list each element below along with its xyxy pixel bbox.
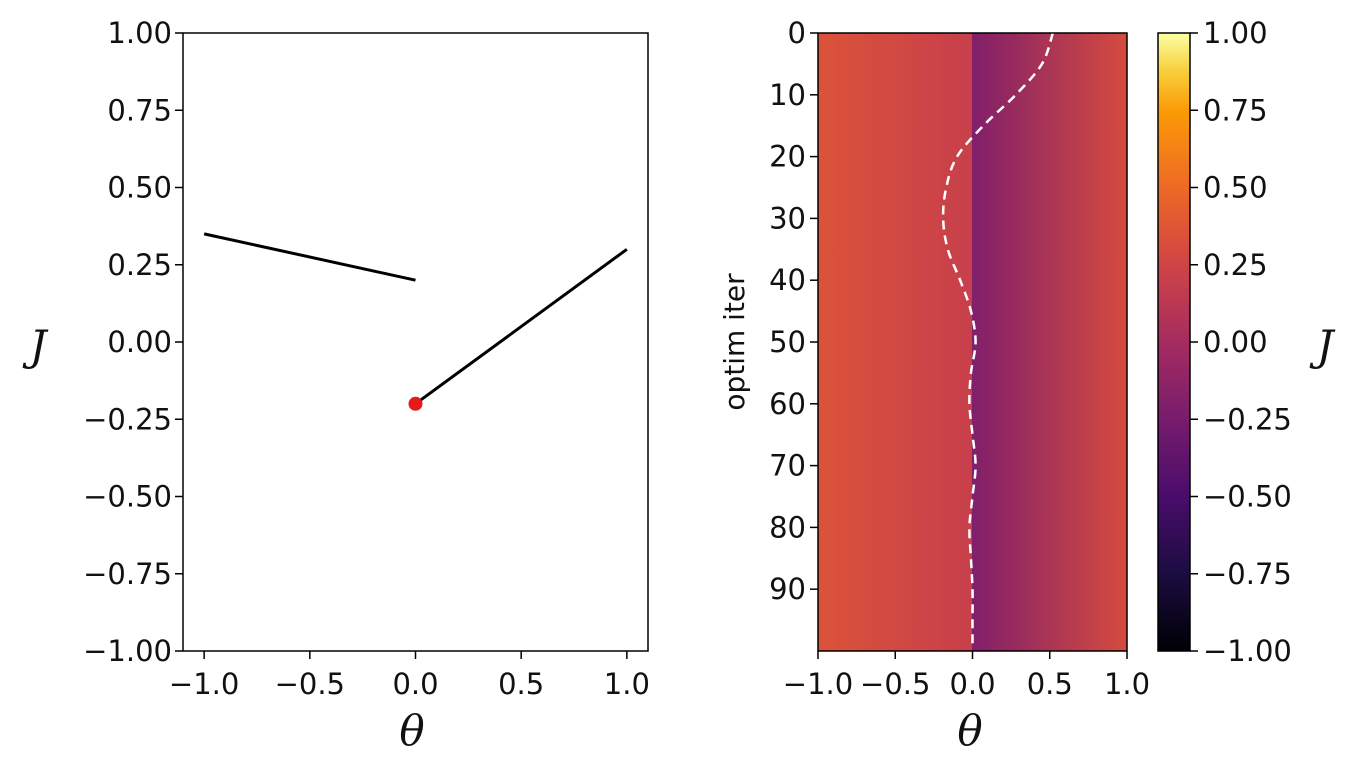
y-tick-label: 40 xyxy=(769,263,806,297)
line-series-1 xyxy=(203,232,416,282)
colorbar-ticks: −1.00 −0.75 −0.50 −0.25 0.00 0.25 0.50 0.75 1.00 xyxy=(1190,16,1292,668)
heatmap-y-ticks: 0 10 20 30 40 50 60 70 80 90 xyxy=(769,16,818,606)
heatmap-region-right xyxy=(972,33,1127,651)
y-tick-label: 10 xyxy=(769,78,806,112)
y-tick-label: 1.00 xyxy=(107,16,172,50)
y-tick-label: 30 xyxy=(769,201,806,235)
x-tick-label: 0.5 xyxy=(498,667,544,701)
y-tick-label: 50 xyxy=(769,325,806,359)
y-tick-label: 0.00 xyxy=(107,325,172,359)
y-tick-label: 20 xyxy=(769,140,806,174)
line-series-2 xyxy=(414,248,628,406)
y-tick-label: 70 xyxy=(769,449,806,483)
x-tick-label: −1.0 xyxy=(783,667,853,701)
colorbar-tick-label: 1.00 xyxy=(1203,16,1268,50)
x-tick-label: 0.0 xyxy=(392,667,438,701)
line-plot-axes-frame xyxy=(182,32,649,652)
line-plot-panel: −1.0 −0.5 0.0 0.5 1.0 −1.00 −0.75 −0.50 −0.25 0.… xyxy=(22,16,650,755)
colorbar: −1.00 −0.75 −0.50 −0.25 0.00 0.25 0.50 0.75 1.00… xyxy=(1157,16,1336,668)
heatmap-x-ticks: −1.0 −0.5 0.0 0.5 1.0 xyxy=(783,651,1150,701)
line-plot-series xyxy=(203,232,628,406)
x-tick-label: −0.5 xyxy=(275,667,345,701)
y-tick-label: 80 xyxy=(769,510,806,544)
colorbar-gradient xyxy=(1157,32,1191,652)
y-tick-label: 0.75 xyxy=(107,93,172,127)
y-tick-label: 90 xyxy=(769,572,806,606)
x-tick-label: −1.0 xyxy=(169,667,239,701)
y-tick-label: −0.75 xyxy=(83,557,172,591)
x-tick-label: 1.0 xyxy=(604,667,650,701)
y-tick-label: −0.50 xyxy=(83,480,172,514)
colorbar-tick-label: −0.75 xyxy=(1203,557,1292,591)
y-tick-label: −0.25 xyxy=(83,402,172,436)
line-plot-y-axis-label: J xyxy=(22,321,49,370)
line-plot-x-axis-label: θ xyxy=(399,706,424,755)
y-tick-label: 0 xyxy=(788,16,806,50)
x-tick-label: −0.5 xyxy=(860,667,930,701)
heatmap-region-left xyxy=(818,33,972,651)
y-tick-label: 0.50 xyxy=(107,171,172,205)
heatmap-x-axis-label: θ xyxy=(957,706,982,755)
colorbar-label: J xyxy=(1309,321,1336,370)
line-plot-x-ticks: −1.0 −0.5 0.0 0.5 1.0 xyxy=(169,651,650,701)
optimization-trajectory-line xyxy=(941,32,1055,645)
colorbar-tick-label: −0.25 xyxy=(1203,402,1292,436)
colorbar-tick-label: 0.25 xyxy=(1203,248,1268,282)
y-tick-label: −1.00 xyxy=(83,634,172,668)
colorbar-tick-label: 0.50 xyxy=(1203,171,1268,205)
colorbar-tick-label: −0.50 xyxy=(1203,480,1292,514)
marker-point-1 xyxy=(408,396,423,411)
x-tick-label: 0.0 xyxy=(949,667,995,701)
colorbar-tick-label: −1.00 xyxy=(1203,634,1292,668)
y-tick-label: 0.25 xyxy=(107,248,172,282)
y-tick-label: 60 xyxy=(769,387,806,421)
line-plot-markers xyxy=(408,396,423,411)
heatmap-y-axis-label: optim iter xyxy=(718,273,751,411)
line-plot-y-ticks: −1.00 −0.75 −0.50 −0.25 0.00 0.25 0.50 0.75 1.00 xyxy=(83,16,183,668)
x-tick-label: 0.5 xyxy=(1027,667,1073,701)
colorbar-tick-label: 0.75 xyxy=(1203,93,1268,127)
colorbar-tick-label: 0.00 xyxy=(1203,325,1268,359)
x-tick-label: 1.0 xyxy=(1104,667,1150,701)
